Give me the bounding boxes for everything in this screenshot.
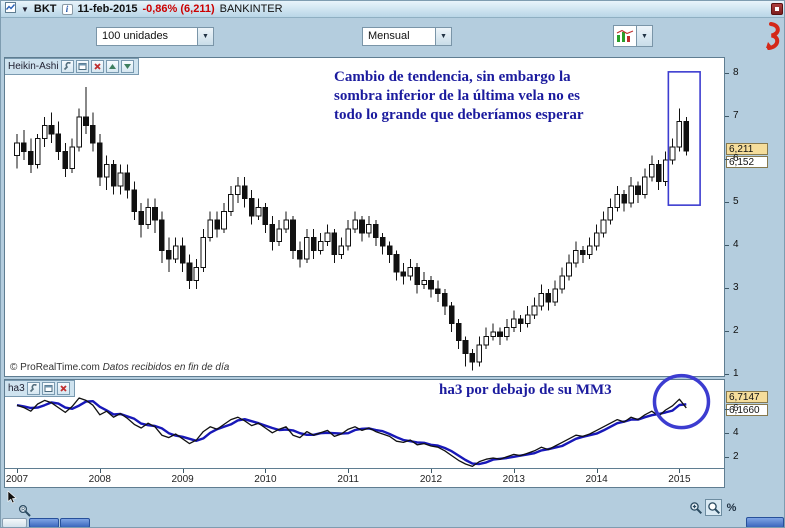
time-axis[interactable]: 2007 2008 2009 2010 2011 2012 2013 2014 2015: [4, 469, 725, 488]
detach-window-icon[interactable]: [41, 382, 55, 395]
year-tick: [513, 469, 515, 473]
price-tick-label: 6: [733, 153, 739, 164]
price-tick: [725, 245, 729, 246]
year-label: 2010: [254, 474, 277, 485]
last-price-tag: 6,211: [726, 143, 768, 155]
move-down-icon[interactable]: [120, 60, 134, 73]
price-tick-label: 7: [733, 110, 739, 121]
prorealtime-logo-icon: [759, 21, 783, 54]
price-tick: [725, 374, 729, 375]
main-chart-header: Heikin-Ashi: [5, 58, 139, 75]
zoom-in-icon[interactable]: [687, 499, 704, 516]
dropdown-arrow-icon[interactable]: ▼: [435, 28, 451, 45]
price-tick: [725, 202, 729, 203]
indicator-tick: [725, 409, 729, 410]
year-tick: [348, 469, 350, 473]
price-tick: [725, 159, 729, 160]
bottom-toolbar: R %: [1, 488, 784, 527]
indicator-value-tag: 6,1660: [726, 404, 768, 416]
close-icon[interactable]: [56, 382, 70, 395]
period-select-value: Mensual: [368, 30, 410, 42]
price-tick-label: 4: [733, 239, 739, 250]
chart-title-bar: ▼ BKT i 11-feb-2015 -0,86% (6,211) BANKI…: [1, 1, 784, 18]
detach-window-icon[interactable]: [75, 60, 89, 73]
year-label: 2013: [502, 474, 525, 485]
info-button[interactable]: i: [61, 3, 73, 15]
period-select[interactable]: Mensual ▼: [362, 27, 452, 46]
minimized-window-button[interactable]: [746, 517, 784, 527]
price-tag: 6,152: [726, 156, 768, 168]
year-label: 2008: [88, 474, 111, 485]
price-tick: [725, 331, 729, 332]
dropdown-arrow-icon[interactable]: ▼: [197, 28, 213, 45]
settings-icon[interactable]: [60, 60, 74, 73]
copyright-notice: © ProRealTime.com Datos recibidos en fin…: [10, 362, 230, 373]
settings-icon[interactable]: [26, 382, 40, 395]
year-label: 2011: [337, 474, 359, 485]
price-tick-label: 5: [733, 196, 739, 207]
year-tick: [99, 469, 101, 473]
instrument-name: BANKINTER: [219, 3, 283, 15]
year-label: 2012: [419, 474, 443, 485]
indicator-tick: [725, 457, 729, 458]
indicator-name-label: ha3: [8, 383, 25, 394]
symbol-dropdown-caret[interactable]: ▼: [21, 4, 29, 14]
units-select-value: 100 unidades: [102, 30, 169, 42]
indicator-annotation-text: ha3 por debajo de su MM3: [439, 382, 612, 398]
price-tick: [725, 116, 729, 117]
change-label: -0,86% (6,211): [142, 3, 215, 15]
chart-type-button[interactable]: ▼: [613, 25, 653, 47]
close-icon[interactable]: [90, 60, 104, 73]
indicator-tick-label: 6: [733, 403, 739, 414]
svg-text:R: R: [21, 507, 25, 513]
date-label: 11-feb-2015: [77, 3, 138, 15]
cursor-tool-icon[interactable]: [3, 488, 20, 505]
zoom-r-tool-icon[interactable]: R: [16, 502, 33, 519]
symbol-ticker[interactable]: BKT: [33, 3, 57, 15]
price-tick-label: 3: [733, 282, 739, 293]
main-chart-plot[interactable]: [5, 58, 724, 376]
price-tick-label: 8: [733, 67, 739, 78]
taskbar-button[interactable]: [2, 518, 27, 527]
year-tick: [265, 469, 267, 473]
price-tick-label: 2: [733, 325, 739, 336]
year-label: 2007: [5, 474, 29, 485]
indicator-name-label: Heikin-Ashi: [8, 61, 59, 72]
close-window-button[interactable]: [771, 3, 783, 15]
year-tick: [679, 469, 681, 473]
chart-type-icon: [614, 26, 636, 46]
indicator-plot[interactable]: [5, 373, 724, 468]
price-tick: [725, 288, 729, 289]
year-label: 2014: [585, 474, 608, 485]
year-label: 2009: [171, 474, 194, 485]
year-tick: [17, 469, 18, 473]
year-tick: [182, 469, 184, 473]
main-chart-panel: Heikin-Ashi Cambio de tendencia, sin emb…: [4, 57, 725, 377]
indicator-header: ha3: [5, 380, 75, 397]
units-select[interactable]: 100 unidades ▼: [96, 27, 214, 46]
dropdown-arrow-icon[interactable]: ▼: [636, 26, 652, 46]
indicator-tick-label: 4: [733, 427, 739, 438]
zoom-mode-icon[interactable]: [705, 499, 722, 516]
indicator-tick: [725, 433, 729, 434]
indicator-panel: ha3 ha3 por debajo de su MM3: [4, 373, 725, 469]
year-label: 2015: [668, 474, 691, 485]
year-tick: [431, 469, 432, 473]
price-tick-label: 1: [733, 368, 739, 379]
chart-annotation-text: Cambio de tendencia, sin embargo la somb…: [334, 69, 584, 123]
indicator-tick-label: 2: [733, 451, 739, 462]
minimized-window-button[interactable]: [60, 518, 90, 527]
minimized-window-button[interactable]: [29, 518, 59, 527]
price-tick: [725, 73, 729, 74]
chart-toolbar: 100 unidades ▼ Mensual ▼ ▼: [1, 18, 784, 57]
chart-window-icon: [5, 2, 16, 16]
price-axis[interactable]: 6,211 6,152 6,7147 6,1660 8 7 6 5 4 3 2 1 6 4 2: [725, 57, 784, 488]
percent-scale-button[interactable]: %: [723, 499, 740, 516]
move-up-icon[interactable]: [105, 60, 119, 73]
indicator-value-tag: 6,7147: [726, 391, 768, 403]
year-tick: [596, 469, 598, 473]
